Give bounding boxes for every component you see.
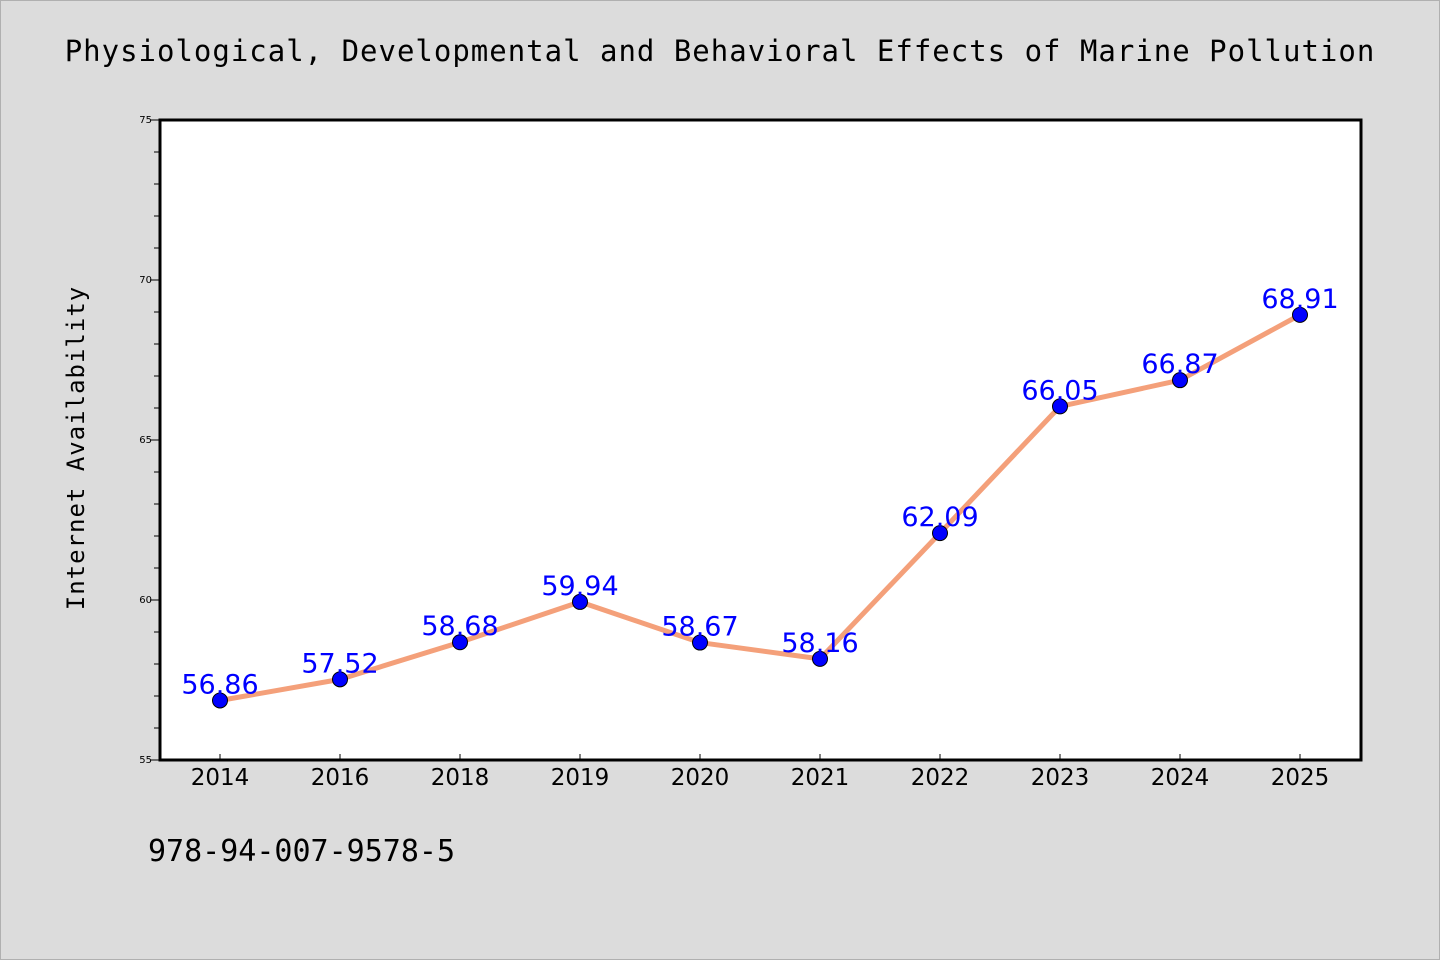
data-label: 68.91 <box>1261 284 1338 315</box>
x-tick-label: 2018 <box>431 765 490 791</box>
isbn-text: 978-94-007-9578-5 <box>148 834 456 869</box>
data-labels-group: 56.86 57.52 58.68 59.94 58.67 58.16 62.09 66.05… <box>181 284 1338 701</box>
data-label: 58.16 <box>781 628 858 659</box>
x-tick-label: 2014 <box>191 765 250 791</box>
data-point <box>692 634 708 651</box>
series-line-group <box>217 312 1303 703</box>
x-tick-label: 2022 <box>911 765 970 791</box>
plot-area <box>158 118 1363 762</box>
y-axis: 55 60 65 70 75 <box>139 115 160 766</box>
data-label: 66.05 <box>1021 375 1098 406</box>
data-label: 62.09 <box>901 502 978 533</box>
x-tick-label: 2020 <box>671 765 730 791</box>
x-tick-label: 2025 <box>1271 765 1330 791</box>
x-tick-label: 2023 <box>1031 765 1090 791</box>
data-point <box>812 650 828 667</box>
data-label: 57.52 <box>301 648 378 679</box>
data-point <box>1292 306 1308 323</box>
data-label: 58.68 <box>421 611 498 642</box>
y-tick-label: 55 <box>139 755 152 766</box>
data-point <box>452 634 468 651</box>
data-point <box>1052 398 1068 415</box>
x-tick-label: 2019 <box>551 765 610 791</box>
x-axis: 2014 2016 2018 2019 2020 2021 2022 2023 2024 2025 <box>191 754 1330 791</box>
data-point <box>212 692 228 709</box>
y-tick-label: 65 <box>139 435 152 446</box>
data-points-group <box>212 306 1308 709</box>
data-point <box>932 525 948 542</box>
data-label: 56.86 <box>181 669 258 700</box>
x-tick-label: 2024 <box>1151 765 1210 791</box>
data-point <box>572 593 588 610</box>
x-tick-label: 2016 <box>311 765 370 791</box>
data-label: 58.67 <box>661 612 738 643</box>
series-line <box>217 312 1303 703</box>
chart-title: Physiological, Developmental and Behavio… <box>64 34 1376 68</box>
x-tick-label: 2021 <box>791 765 850 791</box>
data-point <box>1172 372 1188 389</box>
data-point <box>332 671 348 688</box>
y-tick-label: 60 <box>139 595 152 606</box>
y-tick-label: 70 <box>139 275 152 286</box>
data-label: 59.94 <box>541 571 618 602</box>
data-label: 66.87 <box>1141 349 1218 380</box>
y-tick-label: 75 <box>139 115 152 126</box>
